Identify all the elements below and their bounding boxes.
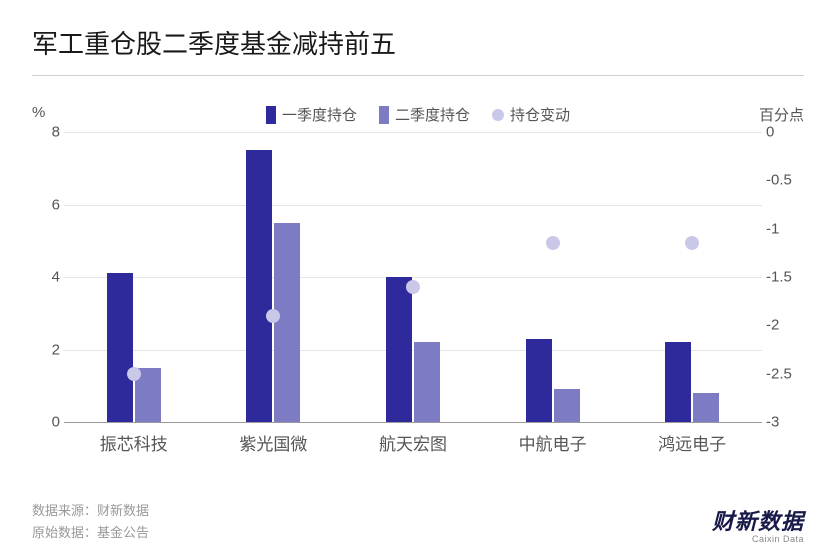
xtick-label: 鸿远电子	[658, 430, 726, 455]
ytick-right: -1	[766, 220, 802, 237]
change-dot	[266, 309, 280, 323]
bar-q1	[107, 273, 133, 422]
plot-region: 024680-0.5-1-1.5-2-2.5-3振芯科技紫光国微航天宏图中航电子…	[64, 132, 762, 422]
bar-q1	[246, 150, 272, 422]
bar-q1	[526, 339, 552, 422]
ytick-right: -1.5	[766, 269, 802, 286]
y-axis-right-label: 百分点	[759, 104, 804, 125]
legend-swatch-q1	[266, 106, 276, 124]
legend: 一季度持仓 二季度持仓 持仓变动	[266, 104, 570, 125]
ytick-left: 8	[36, 124, 60, 141]
bar-q2	[414, 342, 440, 422]
category-group: 紫光国微	[204, 132, 344, 422]
change-dot	[546, 236, 560, 250]
ytick-right: -2	[766, 317, 802, 334]
xtick-label: 中航电子	[519, 430, 587, 455]
xtick-label: 振芯科技	[100, 430, 168, 455]
legend-label: 持仓变动	[510, 104, 570, 125]
legend-item-q2: 二季度持仓	[379, 104, 470, 125]
grid-line	[64, 422, 762, 423]
footer-source: 数据来源：财新数据	[32, 500, 149, 522]
category-group: 鸿远电子	[622, 132, 762, 422]
logo: 财新数据 Caixin Data	[712, 504, 804, 544]
category-group: 航天宏图	[343, 132, 483, 422]
bars-row: 振芯科技紫光国微航天宏图中航电子鸿远电子	[64, 132, 762, 422]
legend-label: 二季度持仓	[395, 104, 470, 125]
y-axis-left-label: %	[32, 104, 45, 121]
ytick-left: 6	[36, 196, 60, 213]
legend-swatch-q2	[379, 106, 389, 124]
title-divider	[32, 75, 804, 76]
logo-cn: 财新数据	[712, 504, 804, 536]
xtick-label: 紫光国微	[239, 430, 307, 455]
legend-label: 一季度持仓	[282, 104, 357, 125]
change-dot	[406, 280, 420, 294]
ytick-right: -3	[766, 414, 802, 431]
ytick-left: 4	[36, 269, 60, 286]
ytick-right: 0	[766, 124, 802, 141]
chart-container: 军工重仓股二季度基金减持前五 % 百分点 一季度持仓 二季度持仓 持仓变动 02…	[0, 0, 836, 560]
bar-q2	[274, 223, 300, 422]
bar-q1	[665, 342, 691, 422]
footer-raw: 原始数据：基金公告	[32, 522, 149, 544]
category-group: 振芯科技	[64, 132, 204, 422]
ytick-left: 0	[36, 414, 60, 431]
change-dot	[685, 236, 699, 250]
bar-q2	[554, 389, 580, 422]
ytick-right: -0.5	[766, 172, 802, 189]
category-group: 中航电子	[483, 132, 623, 422]
change-dot	[127, 367, 141, 381]
legend-item-change: 持仓变动	[492, 104, 570, 125]
legend-item-q1: 一季度持仓	[266, 104, 357, 125]
footer: 数据来源：财新数据 原始数据：基金公告	[32, 500, 149, 544]
bar-q1	[386, 277, 412, 422]
xtick-label: 航天宏图	[379, 430, 447, 455]
legend-swatch-change	[492, 109, 504, 121]
ytick-left: 2	[36, 341, 60, 358]
chart-title: 军工重仓股二季度基金减持前五	[32, 24, 804, 61]
ytick-right: -2.5	[766, 365, 802, 382]
bar-q2	[693, 393, 719, 422]
chart-area: % 百分点 一季度持仓 二季度持仓 持仓变动 024680-0.5-1-1.5-…	[32, 106, 804, 446]
